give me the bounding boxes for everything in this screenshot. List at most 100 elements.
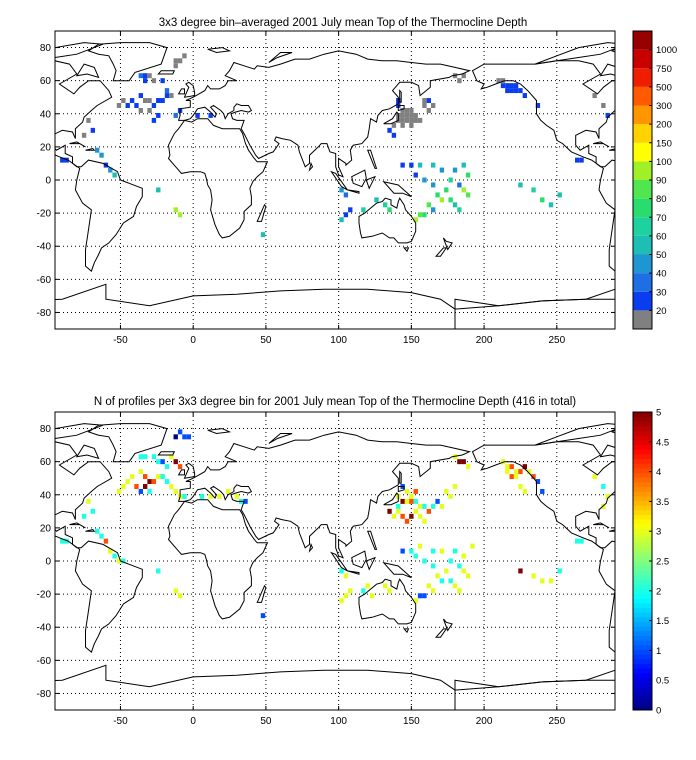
data-cell <box>592 93 597 99</box>
data-cell <box>369 593 375 599</box>
data-cell <box>417 162 423 168</box>
data-cell <box>592 474 597 480</box>
colorbar-swatch <box>633 273 652 292</box>
coastline <box>442 237 453 251</box>
coastline <box>593 141 610 148</box>
x-tick-label: 250 <box>548 716 565 727</box>
data-cell <box>143 454 148 460</box>
data-cell <box>81 132 87 138</box>
data-cell <box>518 182 523 188</box>
data-cell <box>129 474 135 480</box>
coastline <box>308 542 314 553</box>
coastline <box>434 247 448 257</box>
data-cell <box>431 182 436 188</box>
data-cell <box>400 107 405 113</box>
y-tick-label: 80 <box>40 424 52 435</box>
data-cell <box>160 78 165 84</box>
colorbar-swatch <box>633 180 652 199</box>
colorbar-label: 1000 <box>656 45 677 56</box>
data-cell <box>164 479 170 485</box>
colorbar-swatch <box>633 439 652 446</box>
data-cell <box>365 583 370 589</box>
data-cell <box>500 78 506 84</box>
data-cell <box>182 493 187 499</box>
colorbar-swatch <box>633 668 652 674</box>
data-cell <box>147 479 152 485</box>
colorbar-swatch <box>633 49 652 69</box>
coastline <box>183 81 196 98</box>
data-cell <box>413 112 418 118</box>
chart1-colorbar: 20 30 40 50 60 70 80 90 100 150 200 300 500 750 1000 <box>632 30 677 330</box>
chart2-colorbar: 0 0.5 1 1.5 2 2.5 3 3.5 4 4.5 5 <box>632 408 669 717</box>
data-cell <box>81 513 87 519</box>
data-cell <box>138 93 143 99</box>
data-cell <box>173 488 178 494</box>
x-tick-label: 200 <box>476 716 493 727</box>
data-cell <box>348 588 353 594</box>
colorbar-label: 200 <box>656 120 672 131</box>
y-tick-label: -40 <box>37 242 52 253</box>
data-cell <box>138 73 143 79</box>
data-cell <box>505 469 510 475</box>
data-cell <box>396 503 401 509</box>
data-cell <box>409 122 414 128</box>
colorbar-swatch <box>633 519 652 525</box>
coastline <box>402 247 410 253</box>
x-tick-label: 0 <box>190 335 196 346</box>
data-cell <box>151 78 157 84</box>
coastline <box>382 561 412 579</box>
data-cell <box>400 513 405 519</box>
data-cell <box>182 434 187 440</box>
data-cell <box>579 157 584 163</box>
colorbar-swatch <box>633 593 652 599</box>
coastline <box>383 111 399 125</box>
colorbar-swatch <box>633 528 652 534</box>
data-cell <box>116 103 122 108</box>
y-tick-label: -80 <box>37 689 52 700</box>
colorbar-swatch <box>633 416 652 422</box>
data-cell <box>505 83 510 89</box>
coastline <box>397 486 405 493</box>
coastline <box>85 147 96 151</box>
data-cell <box>208 112 213 118</box>
data-cell <box>448 177 453 183</box>
coastline <box>69 141 86 148</box>
data-cell <box>457 182 462 188</box>
colorbar-label: 60 <box>656 231 667 242</box>
data-cell <box>513 474 519 480</box>
data-cell <box>431 563 436 569</box>
data-cell <box>195 112 200 118</box>
y-tick-label: -60 <box>37 656 52 667</box>
data-cell <box>234 493 239 499</box>
data-cell <box>413 553 418 559</box>
coastline <box>366 149 378 169</box>
data-cell <box>147 107 152 113</box>
colorbar-swatch <box>633 700 652 706</box>
colorbar-swatch <box>633 705 652 711</box>
colorbar-swatch <box>633 463 652 469</box>
y-tick-label: 40 <box>40 490 52 501</box>
coastline <box>609 148 615 151</box>
colorbar-label: 40 <box>656 269 667 280</box>
coastline <box>365 175 377 190</box>
x-tick-label: 200 <box>476 335 493 346</box>
data-cell <box>138 454 143 460</box>
data-cell <box>409 107 414 113</box>
data-cell <box>343 593 349 599</box>
colorbar-swatch <box>633 672 652 678</box>
data-cell <box>496 78 501 84</box>
data-cell <box>465 464 471 470</box>
colorbar-swatch <box>633 481 652 487</box>
data-cell <box>439 578 445 584</box>
data-cell <box>518 484 523 489</box>
colorbar-swatch <box>633 691 652 697</box>
data-cell <box>575 538 580 544</box>
x-tick-label: 50 <box>260 335 272 346</box>
coastline <box>177 88 185 95</box>
colorbar-label: 300 <box>656 101 672 112</box>
data-cell <box>535 479 541 485</box>
data-cell <box>143 78 148 84</box>
colorbar-swatch <box>633 570 652 576</box>
coastline <box>55 423 104 440</box>
